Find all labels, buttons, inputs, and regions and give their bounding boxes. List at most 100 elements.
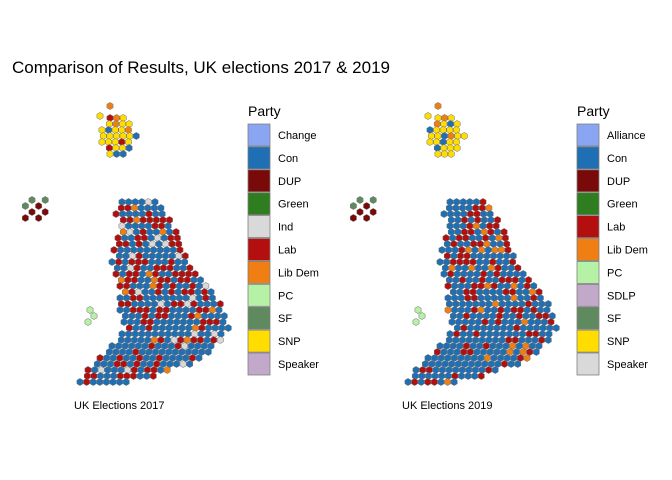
constituency-hex (482, 342, 490, 350)
constituency-hex (482, 312, 490, 320)
constituency-hex (190, 336, 198, 344)
constituency-hex (440, 270, 448, 278)
constituency-hex (467, 216, 475, 224)
constituency-hex (162, 240, 169, 248)
constituency-hex (126, 228, 134, 236)
constituency-hex (529, 312, 536, 320)
constituency-hex (469, 234, 476, 242)
constituency-hex (182, 294, 190, 302)
constituency-hex (185, 270, 192, 278)
constituency-hex (131, 222, 139, 230)
constituency-hex (148, 240, 156, 248)
constituency-hex (449, 312, 457, 320)
constituency-hex (150, 300, 158, 308)
constituency-hex (120, 318, 128, 326)
constituency-hex (501, 264, 509, 272)
constituency-hex (500, 270, 507, 278)
constituency-hex (478, 336, 486, 344)
constituency-hex (99, 132, 107, 140)
constituency-hex (162, 282, 170, 290)
constituency-hex (447, 216, 455, 224)
constituency-hex (144, 300, 152, 308)
constituency-hex (181, 342, 188, 350)
constituency-hex (194, 288, 202, 296)
constituency-hex (547, 318, 555, 326)
constituency-hex (481, 360, 489, 368)
constituency-hex (157, 204, 165, 212)
constituency-hex (127, 318, 134, 326)
constituency-hex (154, 342, 162, 350)
constituency-hex (456, 312, 464, 320)
constituency-hex (517, 294, 524, 302)
constituency-hex (535, 312, 543, 320)
constituency-hex (446, 126, 454, 134)
constituency-hex (135, 342, 142, 350)
constituency-hex (456, 258, 464, 266)
constituency-hex (434, 102, 442, 110)
constituency-hex (106, 150, 114, 158)
constituency-hex (98, 126, 106, 134)
constituency-hex (138, 222, 146, 230)
constituency-hex (529, 342, 536, 350)
constituency-hex (453, 144, 461, 152)
constituency-hex (498, 300, 506, 308)
constituency-hex (532, 348, 540, 356)
constituency-hex (526, 348, 534, 356)
constituency-hex (497, 354, 504, 362)
constituency-hex (100, 360, 108, 368)
constituency-hex (486, 222, 493, 230)
constituency-hex (465, 204, 473, 212)
constituency-hex (447, 270, 454, 278)
constituency-hex (127, 234, 135, 242)
constituency-hex (128, 288, 136, 296)
constituency-hex (500, 228, 508, 236)
constituency-hex (472, 276, 480, 284)
constituency-hex (513, 270, 520, 278)
constituency-hex (148, 312, 156, 320)
constituency-hex (452, 336, 460, 344)
constituency-hex (157, 300, 165, 308)
constituency-hex (464, 372, 472, 380)
constituency-hex (428, 360, 436, 368)
constituency-hex (502, 258, 510, 266)
constituency-hex (411, 378, 418, 386)
legend-swatch (576, 283, 600, 307)
constituency-hex (446, 222, 454, 230)
constituency-hex (126, 360, 134, 368)
constituency-hex (511, 276, 519, 284)
constituency-hex (133, 318, 141, 326)
constituency-hex (480, 216, 488, 224)
constituency-hex (444, 306, 452, 314)
constituency-hex (189, 306, 196, 314)
constituency-hex (436, 258, 444, 266)
constituency-hex (537, 306, 544, 314)
constituency-hex (451, 306, 458, 314)
constituency-hex (136, 282, 144, 290)
constituency-hex (511, 300, 519, 308)
constituency-hex (121, 342, 129, 350)
constituency-hex (216, 336, 224, 344)
constituency-hex (164, 300, 171, 308)
constituency-hex (492, 276, 499, 284)
constituency-hex (152, 270, 159, 278)
constituency-hex (116, 354, 124, 362)
constituency-hex (421, 360, 429, 368)
constituency-hex (492, 222, 500, 230)
constituency-hex (174, 342, 182, 350)
constituency-hex (135, 312, 142, 320)
constituency-hex (177, 300, 185, 308)
constituency-hex (523, 354, 531, 362)
constituency-hex (137, 300, 145, 308)
constituency-hex (148, 288, 156, 296)
constituency-hex (168, 240, 176, 248)
legend-label: SF (607, 313, 621, 325)
constituency-hex (131, 336, 138, 344)
constituency-hex (505, 276, 513, 284)
constituency-hex (467, 270, 474, 278)
constituency-hex (544, 336, 552, 344)
constituency-hex (499, 348, 507, 356)
constituency-hex (128, 258, 136, 266)
constituency-hex (86, 306, 94, 314)
constituency-hex (174, 258, 182, 266)
constituency-hex (463, 240, 471, 248)
